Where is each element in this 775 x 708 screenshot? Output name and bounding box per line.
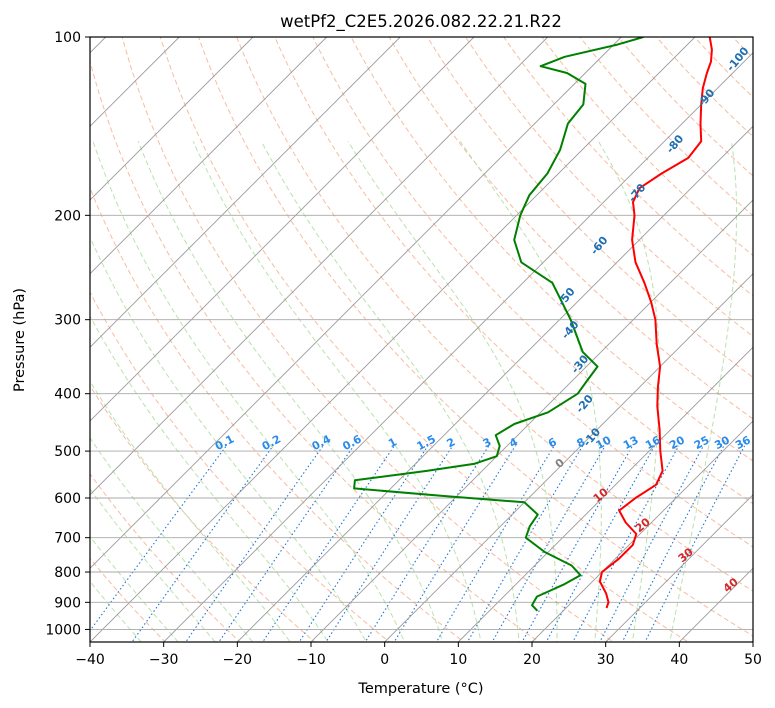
x-tick-label: −30 (149, 652, 179, 668)
dry-adiabat (465, 37, 753, 338)
mixing-ratio-line (262, 445, 395, 642)
x-tick-label: 20 (523, 652, 541, 668)
dry-adiabat (236, 37, 753, 592)
x-axis-label: Temperature (°C) (357, 681, 483, 697)
isotherm (163, 52, 753, 642)
plot-frame (89, 36, 754, 643)
mixing-ratio-label: 30 (712, 433, 732, 452)
dry-adiabat (90, 557, 167, 642)
y-tick-label: 200 (54, 208, 81, 224)
moist-adiabat (92, 141, 406, 642)
mixing-ratio-label: 16 (643, 433, 663, 452)
mixing-ratio-label: 10 (594, 433, 614, 452)
mixing-ratio-label: 13 (621, 433, 641, 452)
y-tick-label: 800 (54, 565, 81, 581)
isotherm (90, 37, 254, 201)
isotherm (90, 37, 696, 642)
x-tick-label: −20 (223, 652, 253, 668)
y-tick-label: 700 (54, 531, 81, 547)
dry-adiabat (90, 186, 465, 642)
isotherm (90, 37, 475, 422)
dry-adiabat (274, 37, 753, 548)
y-tick-label: 900 (54, 595, 81, 611)
x-tick-label: −40 (75, 652, 105, 668)
isotherm (236, 125, 753, 642)
moist-adiabat (90, 314, 329, 642)
isotherm (531, 420, 753, 642)
dry-adiabat (503, 37, 753, 297)
mixing-ratio-line (218, 445, 355, 642)
x-tick-label: 10 (449, 652, 467, 668)
dry-adiabat (90, 291, 391, 642)
dry-adiabat (350, 37, 753, 462)
isotherm (457, 346, 753, 642)
y-tick-label: 1000 (45, 622, 81, 638)
chart-title: wetPf2_C2E5.2026.082.22.21.R22 (280, 12, 562, 32)
moist-adiabat (347, 141, 558, 642)
x-tick-label: −10 (296, 652, 326, 668)
isotherm (90, 37, 549, 496)
y-tick-label: 100 (54, 30, 81, 46)
y-tick-label: 300 (54, 313, 81, 329)
moist-adiabat (192, 141, 482, 642)
y-tick-label: 400 (54, 387, 81, 403)
isotherm (90, 37, 328, 275)
y-axis-label: Pressure (hPa) (12, 288, 28, 392)
moist-adiabat (90, 235, 367, 642)
mixing-ratio-label: 25 (692, 433, 712, 452)
mixing-ratio-label: 20 (667, 433, 687, 452)
dry-adiabat (388, 37, 753, 420)
x-tick-label: 50 (744, 652, 762, 668)
isotherm (90, 37, 401, 348)
moist-adiabat (669, 141, 738, 642)
x-tick-label: 0 (380, 652, 389, 668)
dry-adiabat (197, 37, 753, 637)
mixing-ratio-line (644, 445, 746, 642)
dewpoint-profile (353, 37, 644, 612)
isotherm (310, 199, 753, 642)
dry-adiabat (90, 384, 316, 642)
moist-adiabat (90, 436, 254, 642)
dry-adiabat (121, 37, 615, 642)
temperature-profile (598, 37, 713, 609)
mixing-ratio-label: 36 (733, 433, 753, 452)
x-tick-label: 30 (597, 652, 615, 668)
moist-adiabat (137, 141, 444, 642)
moist-adiabat (90, 380, 291, 642)
y-tick-label: 500 (54, 444, 81, 460)
isotherm (384, 273, 753, 642)
isotherm (90, 37, 622, 569)
moist-adiabat (260, 141, 520, 642)
isotherm (605, 494, 753, 642)
x-tick-label: 40 (670, 652, 688, 668)
dry-adiabat (90, 59, 540, 642)
y-tick-label: 600 (54, 491, 81, 507)
